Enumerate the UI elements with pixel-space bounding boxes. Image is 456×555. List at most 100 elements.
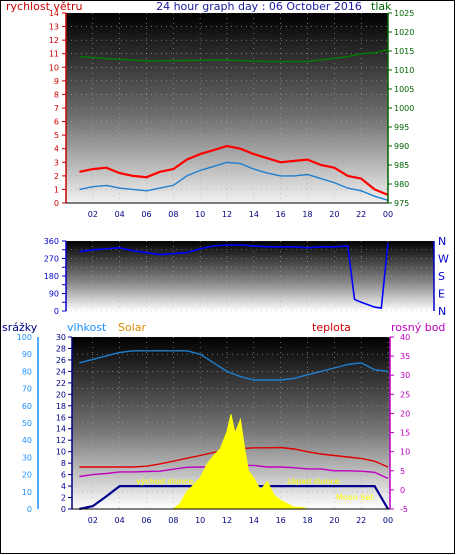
direction-y-tick-label-4: 360 [44, 237, 59, 246]
solar-y-tick-label-0: 0 [27, 505, 32, 514]
wind-series-line-2 [79, 48, 389, 63]
temp-y-tick-label-7: 30 [400, 371, 410, 380]
direction-compass-label-3: E [438, 288, 445, 301]
wind-y-tick-label-8: 8 [54, 90, 59, 99]
solar-y-tick-label-6: 60 [22, 402, 32, 411]
solar-y-tick-label-8: 80 [22, 367, 32, 376]
rain-y-tick-label-13: 26 [56, 356, 66, 365]
rain-y-tick-label-0: 0 [61, 505, 66, 514]
pressure-y-tick-label-10: 1025 [394, 9, 414, 18]
sunrise-annotation: východ slunce [136, 477, 193, 486]
solar-y-tick-label-2: 20 [22, 471, 32, 480]
wind-series-line-1 [79, 161, 389, 201]
direction-series [79, 242, 389, 310]
solar-series-area [171, 414, 308, 510]
temp-y-tick-label-8: 35 [400, 352, 410, 361]
temp-series-line-0 [79, 350, 389, 381]
sunset-annotation: západ slunce [287, 477, 340, 486]
wind-x-tick-label-11: 00 [383, 210, 393, 219]
wind-y-tick-label-5: 5 [54, 131, 59, 140]
wind-y-tick-label-0: 0 [54, 199, 59, 208]
wind-x-tick-label-3: 08 [168, 210, 178, 219]
wind-x-tick-label-4: 10 [195, 210, 205, 219]
wind-x-tick-label-2: 06 [141, 210, 151, 219]
wind-y-tick-label-3: 3 [54, 158, 59, 167]
chart-title: 24 hour graph day : 06 October 2016 [156, 0, 362, 13]
rain-y-tick-label-2: 4 [61, 482, 66, 491]
humidity-axis-label: vlhkost [67, 321, 107, 334]
temp-x-tick-label-7: 16 [276, 516, 286, 525]
direction-compass-label-4: N [438, 305, 446, 318]
solar-y-tick-label-4: 40 [22, 436, 32, 445]
pressure-y-tick-label-5: 1000 [394, 104, 414, 113]
temp-y-tick-label-3: 10 [400, 448, 410, 457]
solar-y-tick-label-3: 30 [22, 453, 32, 462]
direction-series-line-0 [79, 242, 389, 310]
temperature-series [79, 350, 389, 511]
solar-y-tick-label-7: 70 [22, 385, 32, 394]
solar-axis-label: Solar [118, 321, 147, 334]
wind-y-tick-label-4: 4 [54, 145, 59, 154]
wind-series-line-0 [79, 144, 389, 196]
wind-x-tick-label-1: 04 [115, 210, 125, 219]
temp-x-tick-label-8: 18 [302, 516, 312, 525]
temp-x-tick-label-10: 22 [356, 516, 366, 525]
wind-axes: 0123456789101112131497598098599099510001… [49, 9, 415, 219]
pressure-y-tick-label-0: 975 [394, 199, 409, 208]
pressure-y-tick-label-8: 1015 [394, 47, 414, 56]
pressure-y-tick-label-6: 1005 [394, 85, 414, 94]
temp-y-tick-label-6: 25 [400, 390, 410, 399]
temp-y-tick-label-2: 5 [400, 467, 405, 476]
direction-compass-label-1: W [438, 253, 449, 266]
direction-y-tick-label-2: 180 [44, 272, 59, 281]
temperature-axes: 0102030405060708090100024681012141618202… [17, 333, 410, 525]
temp-x-tick-label-6: 14 [249, 516, 259, 525]
rain-y-tick-label-9: 18 [56, 402, 66, 411]
dewpoint-axis-label: rosný bod [391, 321, 445, 334]
wind-x-tick-label-5: 12 [222, 210, 232, 219]
temp-y-tick-label-0: -5 [400, 505, 408, 514]
wind-series [79, 48, 389, 201]
rain-y-tick-label-3: 6 [61, 471, 66, 480]
direction-y-tick-label-0: 0 [54, 307, 59, 316]
rain-y-tick-label-4: 8 [61, 459, 66, 468]
wind-x-tick-label-7: 16 [276, 210, 286, 219]
rain-y-tick-label-6: 12 [56, 436, 66, 445]
pressure-y-tick-label-4: 995 [394, 123, 409, 132]
wind-y-tick-label-6: 6 [54, 118, 59, 127]
rain-y-tick-label-8: 16 [56, 413, 66, 422]
solar-y-tick-label-5: 50 [22, 419, 32, 428]
rain-y-tick-label-5: 10 [56, 448, 66, 457]
direction-compass-label-0: N [438, 235, 446, 248]
temp-x-tick-label-9: 20 [329, 516, 339, 525]
temp-y-tick-label-5: 20 [400, 409, 410, 418]
wind-y-tick-label-1: 1 [54, 185, 59, 194]
wind-y-tick-label-9: 9 [54, 77, 59, 86]
wind-x-tick-label-8: 18 [302, 210, 312, 219]
rain-y-tick-label-1: 2 [61, 494, 66, 503]
temp-x-tick-label-0: 02 [88, 516, 98, 525]
solar-y-tick-label-1: 10 [22, 488, 32, 497]
direction-y-tick-label-3: 270 [44, 255, 59, 264]
wind-x-tick-label-9: 20 [329, 210, 339, 219]
temp-x-tick-label-5: 12 [222, 516, 232, 525]
temp-x-tick-label-11: 00 [383, 516, 393, 525]
temp-y-tick-label-4: 15 [400, 429, 410, 438]
rain-y-tick-label-10: 20 [56, 390, 66, 399]
wind-x-tick-label-10: 22 [356, 210, 366, 219]
wind-y-tick-label-10: 10 [49, 63, 59, 72]
wind-x-tick-label-0: 02 [88, 210, 98, 219]
temp-x-tick-label-1: 04 [115, 516, 125, 525]
temp-y-tick-label-1: 0 [400, 486, 405, 495]
wind-y-tick-label-13: 13 [49, 23, 59, 32]
wind-y-tick-label-7: 7 [54, 104, 59, 113]
direction-grid [66, 240, 434, 312]
rain-y-tick-label-15: 30 [56, 333, 66, 342]
wind-y-tick-label-11: 11 [49, 50, 59, 59]
rain-y-tick-label-11: 22 [56, 379, 66, 388]
direction-plot-area [66, 241, 434, 311]
pressure-axis-label: tlak [371, 0, 392, 13]
temp-y-tick-label-9: 40 [400, 333, 410, 342]
